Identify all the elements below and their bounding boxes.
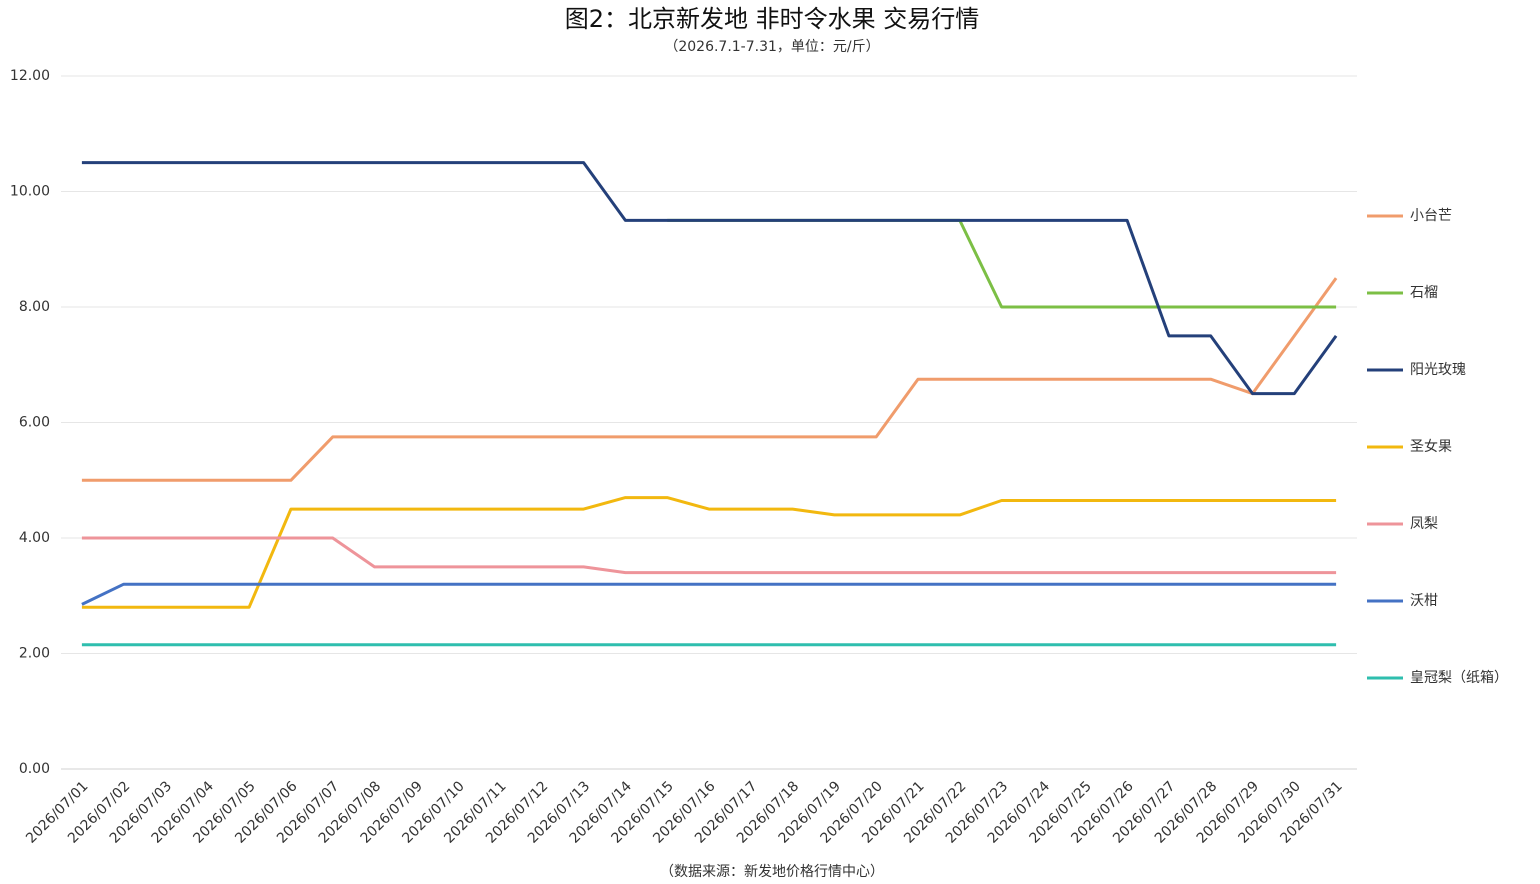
legend-label: 凤梨 <box>1410 516 1438 532</box>
legend-label: 沃柑 <box>1410 593 1438 609</box>
source-note: （数据来源：新发地价格行情中心） <box>660 864 884 880</box>
y-tick-label: 6.00 <box>19 415 50 431</box>
series-line <box>81 277 1338 482</box>
legend-label: 皇冠梨（纸箱） <box>1410 670 1508 686</box>
series-line <box>81 536 1337 575</box>
series-line <box>667 218 1337 309</box>
series-line <box>81 582 1337 606</box>
legend-label: 阳光玫瑰 <box>1410 362 1466 378</box>
y-tick-label: 0.00 <box>19 761 50 777</box>
chart-title: 图2：北京新发地 非时令水果 交易行情 <box>565 5 980 33</box>
legend-label: 石榴 <box>1410 285 1438 301</box>
legend-label: 圣女果 <box>1410 438 1452 455</box>
series-line <box>81 161 1338 396</box>
series-line <box>81 496 1337 609</box>
legend-label: 小台芒 <box>1410 208 1452 224</box>
y-tick-label: 8.00 <box>19 299 50 315</box>
y-tick-label: 12.00 <box>10 68 50 84</box>
chart-subtitle: （2026.7.1-7.31，单位：元/斤） <box>664 39 879 55</box>
y-tick-label: 2.00 <box>19 646 50 662</box>
y-tick-label: 4.00 <box>19 530 50 546</box>
y-tick-label: 10.00 <box>10 184 50 200</box>
